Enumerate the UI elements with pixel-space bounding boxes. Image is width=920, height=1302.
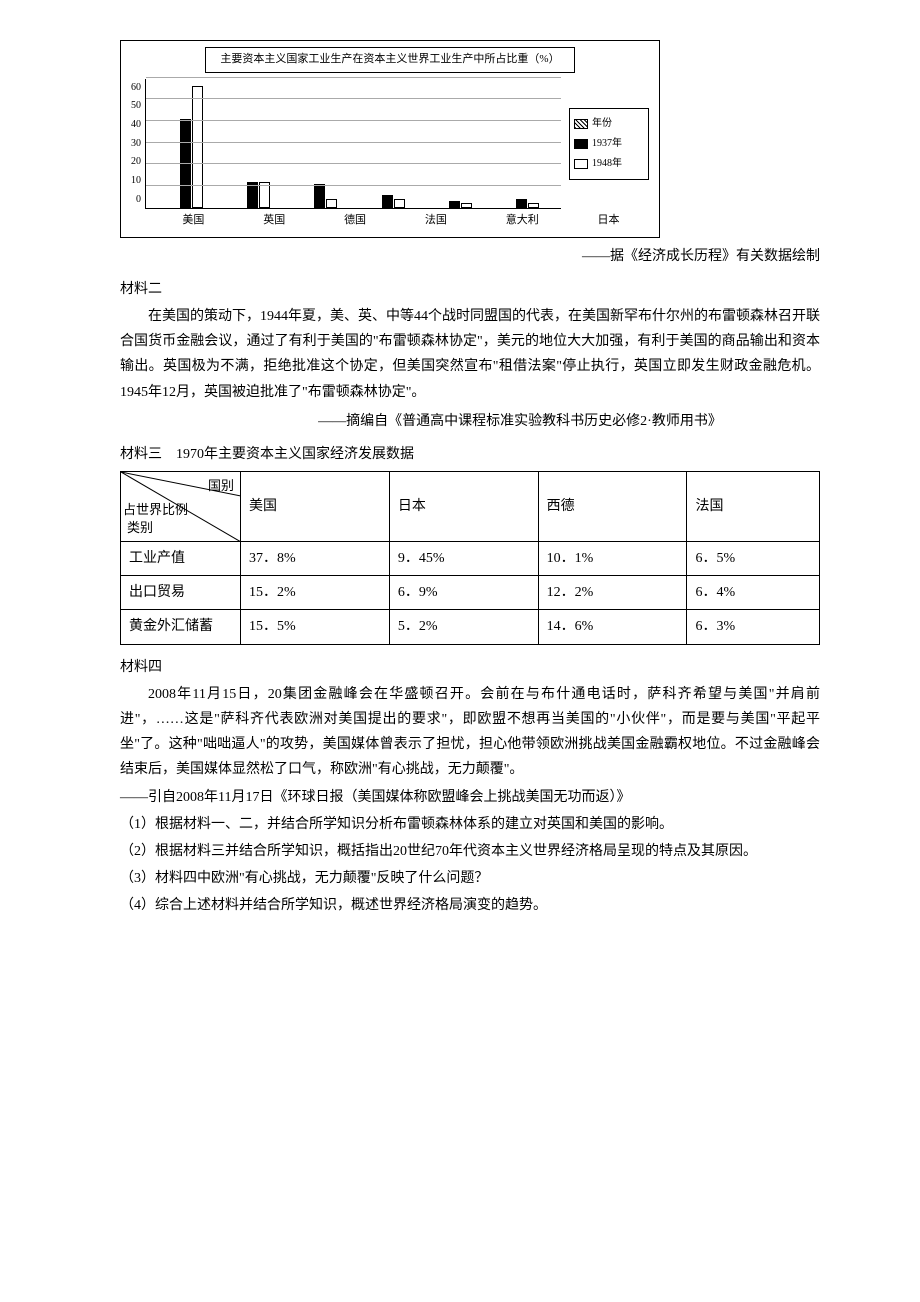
ytick: 50	[131, 97, 141, 115]
cell: 15．5%	[241, 610, 390, 644]
ytick: 60	[131, 79, 141, 97]
cell: 15．2%	[241, 576, 390, 610]
legend-row: 年份	[574, 115, 644, 133]
ytick: 40	[131, 116, 141, 134]
chart-container: 主要资本主义国家工业生产在资本主义世界工业生产中所占比重（%） 60 50 40…	[120, 40, 660, 238]
table-header-row: 国别 占世界比例 类别 美国 日本 西德 法国	[121, 472, 820, 542]
section4-body: 2008年11月15日，20集团金融峰会在华盛顿召开。会前在与布什通电话时，萨科…	[120, 682, 820, 783]
section4-label: 材料四	[120, 655, 820, 680]
legend-swatch-1	[574, 139, 588, 149]
diagonal-header-cell: 国别 占世界比例 类别	[121, 472, 241, 542]
cell: 5．2%	[389, 610, 538, 644]
chart-legend: 年份 1937年 1948年	[569, 108, 649, 180]
bar	[461, 203, 472, 207]
section2-body: 在美国的策动下，1944年夏，美、英、中等44个战时同盟国的代表，在美国新罕布什…	[120, 304, 820, 405]
x-axis-labels: 美国 英国 德国 法国 意大利 日本	[153, 211, 649, 231]
cell: 6．3%	[687, 610, 820, 644]
legend-label: 1948年	[592, 155, 622, 173]
cell: 6．5%	[687, 542, 820, 576]
bar	[192, 86, 203, 207]
ytick: 20	[131, 153, 141, 171]
chart-title: 主要资本主义国家工业生产在资本主义世界工业生产中所占比重（%）	[205, 47, 575, 73]
legend-label: 年份	[592, 115, 612, 133]
table-row: 工业产值 37．8% 9．45% 10．1% 6．5%	[121, 542, 820, 576]
ytick: 30	[131, 135, 141, 153]
bar-group	[370, 195, 405, 208]
x-label: 美国	[182, 211, 204, 231]
bar	[528, 203, 539, 207]
x-label: 英国	[263, 211, 285, 231]
legend-row: 1948年	[574, 155, 644, 173]
ytick: 0	[131, 191, 141, 209]
x-label: 德国	[344, 211, 366, 231]
row-label: 出口贸易	[121, 576, 241, 610]
chart-plot	[145, 79, 561, 209]
chart-attribution: ——据《经济成长历程》有关数据绘制	[120, 244, 820, 269]
legend-swatch-0	[574, 119, 588, 129]
col-header: 日本	[389, 472, 538, 542]
y-axis: 60 50 40 30 20 10 0	[131, 79, 145, 209]
bar	[314, 184, 325, 208]
col-header: 西德	[538, 472, 687, 542]
col-header: 法国	[687, 472, 820, 542]
cell: 14．6%	[538, 610, 687, 644]
bar-group	[437, 201, 472, 208]
x-label: 法国	[425, 211, 447, 231]
question-4: （4）综合上述材料并结合所学知识，概述世界经济格局演变的趋势。	[120, 893, 820, 918]
chart-body: 60 50 40 30 20 10 0 年份 1937年 1948年	[131, 79, 649, 209]
x-label: 日本	[598, 211, 620, 231]
question-1: （1）根据材料一、二，并结合所学知识分析布雷顿森林体系的建立对英国和美国的影响。	[120, 812, 820, 837]
row-label: 黄金外汇储蓄	[121, 610, 241, 644]
cell: 12．2%	[538, 576, 687, 610]
question-3: （3）材料四中欧洲"有心挑战，无力颠覆"反映了什么问题？	[120, 866, 820, 891]
legend-swatch-2	[574, 159, 588, 169]
bar	[326, 199, 337, 208]
col-header: 美国	[241, 472, 390, 542]
cell: 10．1%	[538, 542, 687, 576]
bar-group	[168, 86, 203, 207]
cell: 6．9%	[389, 576, 538, 610]
section2-label: 材料二	[120, 277, 820, 302]
bar	[382, 195, 393, 208]
table-row: 黄金外汇储蓄 15．5% 5．2% 14．6% 6．3%	[121, 610, 820, 644]
cell: 6．4%	[687, 576, 820, 610]
bar	[516, 199, 527, 208]
cell: 37．8%	[241, 542, 390, 576]
legend-row: 1937年	[574, 135, 644, 153]
cell: 9．45%	[389, 542, 538, 576]
legend-label: 1937年	[592, 135, 622, 153]
x-label: 意大利	[506, 211, 539, 231]
bar-group	[504, 199, 539, 208]
question-2: （2）根据材料三并结合所学知识，概括指出20世纪70年代资本主义世界经济格局呈现…	[120, 839, 820, 864]
bar-group	[302, 184, 337, 208]
section3-label: 材料三 1970年主要资本主义国家经济发展数据	[120, 442, 820, 467]
section4-attribution: ——引自2008年11月17日《环球日报（美国媒体称欧盟峰会上挑战美国无功而返）…	[120, 785, 820, 810]
bar	[394, 199, 405, 208]
table-row: 出口贸易 15．2% 6．9% 12．2% 6．4%	[121, 576, 820, 610]
header-axis-top: 国别	[208, 474, 234, 497]
bar	[449, 201, 460, 208]
ytick: 10	[131, 172, 141, 190]
data-table: 国别 占世界比例 类别 美国 日本 西德 法国 工业产值 37．8% 9．45%…	[120, 471, 820, 645]
section2-attribution: ——摘编自《普通高中课程标准实验教科书历史必修2·教师用书》	[120, 409, 820, 434]
header-axis-bottom: 类别	[127, 516, 153, 539]
row-label: 工业产值	[121, 542, 241, 576]
